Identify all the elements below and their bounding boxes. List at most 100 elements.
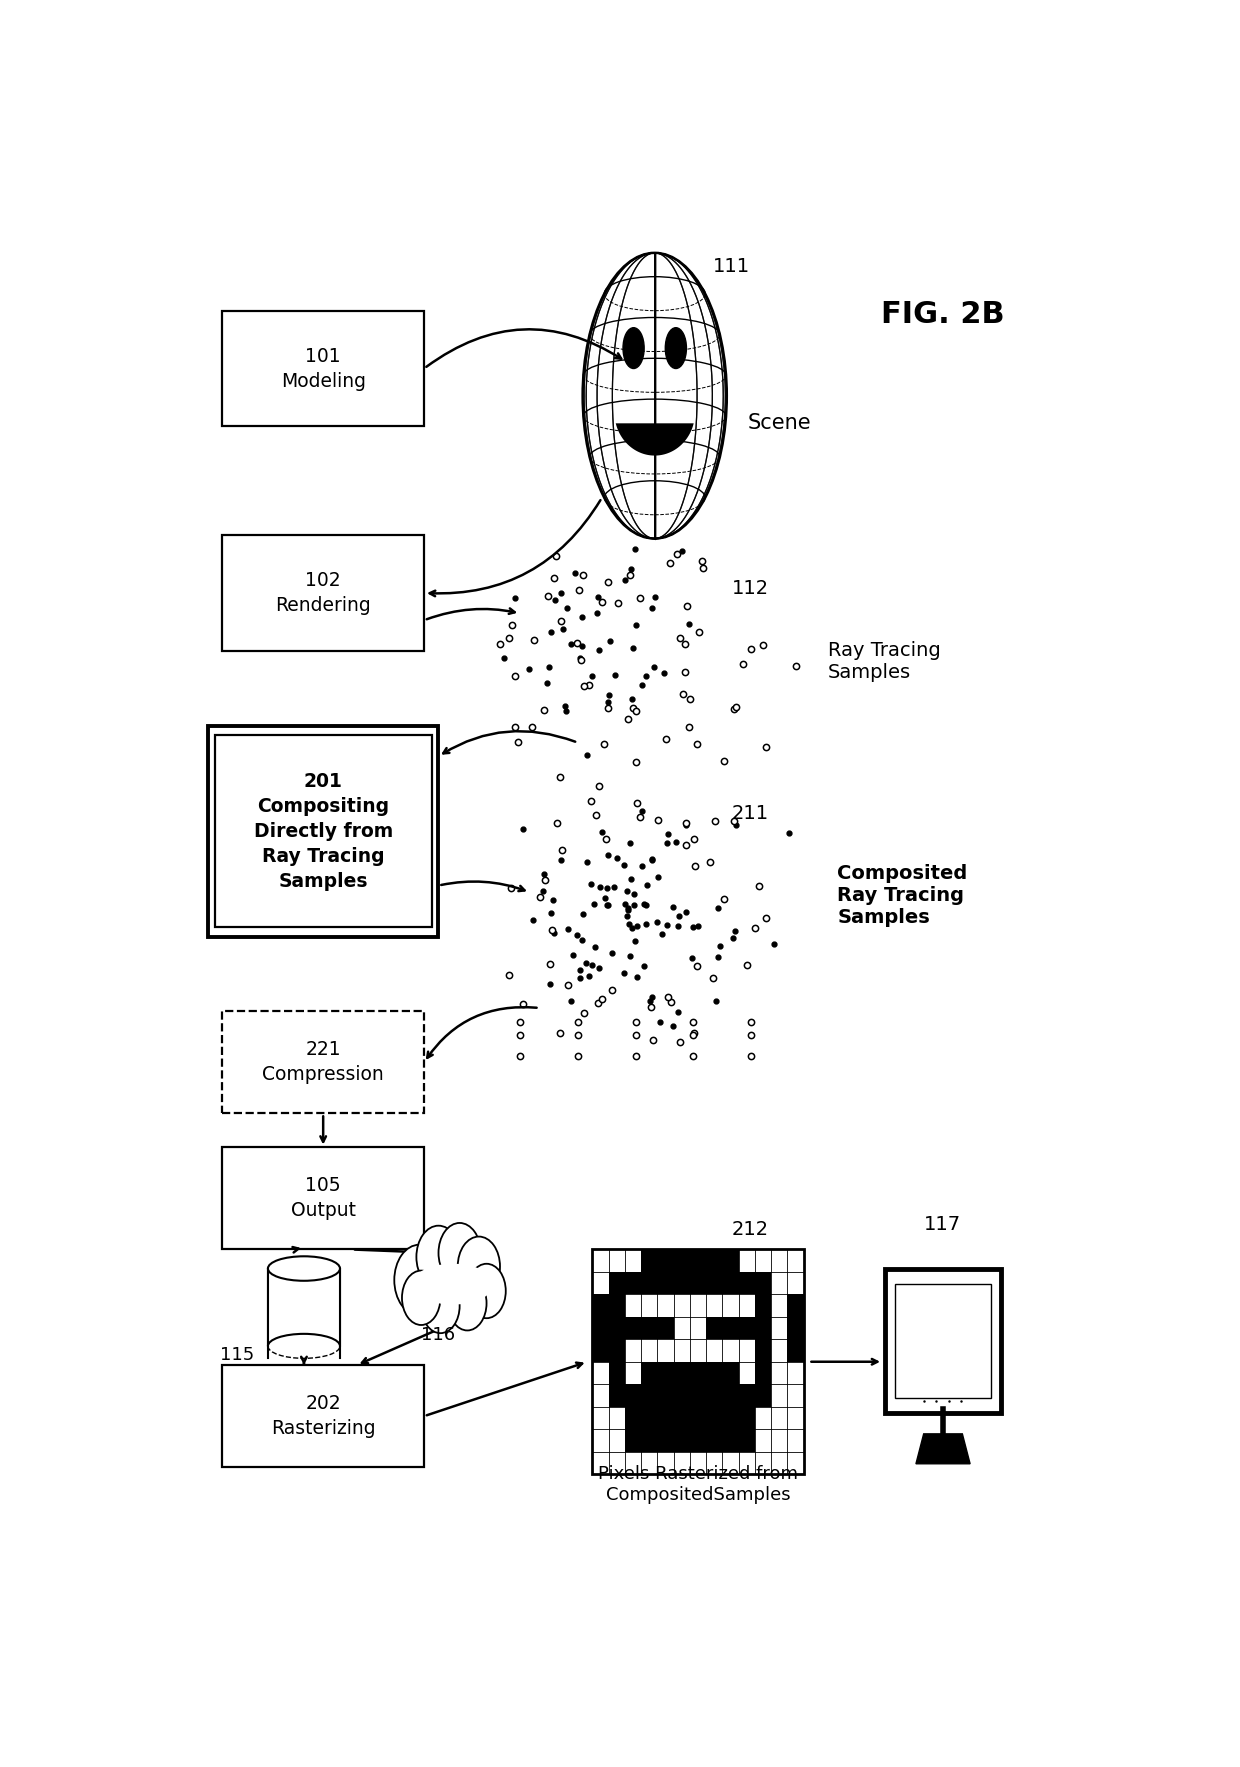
Circle shape bbox=[458, 1237, 500, 1297]
Text: Pixels Rasterized from
CompositedSamples: Pixels Rasterized from CompositedSamples bbox=[598, 1465, 799, 1504]
Text: 102
Rendering: 102 Rendering bbox=[275, 571, 371, 615]
Polygon shape bbox=[657, 1384, 673, 1407]
Polygon shape bbox=[641, 1430, 657, 1451]
Polygon shape bbox=[268, 1269, 340, 1346]
Circle shape bbox=[402, 1270, 440, 1325]
Polygon shape bbox=[706, 1272, 723, 1295]
Text: 211: 211 bbox=[732, 804, 769, 823]
Polygon shape bbox=[641, 1407, 657, 1430]
Polygon shape bbox=[723, 1430, 739, 1451]
Circle shape bbox=[417, 1226, 460, 1288]
Text: 221
Compression: 221 Compression bbox=[263, 1041, 384, 1085]
Text: 105
Output: 105 Output bbox=[290, 1177, 356, 1221]
FancyBboxPatch shape bbox=[215, 735, 432, 928]
FancyBboxPatch shape bbox=[222, 1366, 424, 1467]
Circle shape bbox=[448, 1276, 486, 1331]
Circle shape bbox=[394, 1244, 444, 1315]
Polygon shape bbox=[593, 1316, 609, 1339]
Polygon shape bbox=[916, 1433, 970, 1463]
Polygon shape bbox=[609, 1362, 625, 1384]
Polygon shape bbox=[739, 1316, 755, 1339]
Polygon shape bbox=[625, 1316, 641, 1339]
Polygon shape bbox=[609, 1295, 625, 1316]
FancyBboxPatch shape bbox=[222, 535, 424, 650]
Polygon shape bbox=[657, 1430, 673, 1451]
Polygon shape bbox=[625, 1272, 641, 1295]
Polygon shape bbox=[657, 1362, 673, 1384]
Polygon shape bbox=[706, 1316, 723, 1339]
Polygon shape bbox=[641, 1272, 657, 1295]
Ellipse shape bbox=[622, 327, 644, 369]
Text: 201
Compositing
Directly from
Ray Tracing
Samples: 201 Compositing Directly from Ray Tracin… bbox=[253, 772, 393, 891]
Polygon shape bbox=[755, 1316, 771, 1339]
Ellipse shape bbox=[583, 253, 727, 539]
Polygon shape bbox=[723, 1384, 739, 1407]
Polygon shape bbox=[625, 1384, 641, 1407]
Ellipse shape bbox=[268, 1256, 340, 1281]
Polygon shape bbox=[657, 1407, 673, 1430]
Polygon shape bbox=[739, 1407, 755, 1430]
Polygon shape bbox=[755, 1384, 771, 1407]
Polygon shape bbox=[657, 1316, 673, 1339]
Text: 112: 112 bbox=[732, 580, 769, 599]
Polygon shape bbox=[616, 424, 693, 456]
Polygon shape bbox=[689, 1249, 706, 1272]
Text: 115: 115 bbox=[219, 1346, 254, 1364]
Polygon shape bbox=[706, 1249, 723, 1272]
Polygon shape bbox=[657, 1249, 673, 1272]
Polygon shape bbox=[723, 1316, 739, 1339]
Polygon shape bbox=[593, 1339, 609, 1362]
Polygon shape bbox=[593, 1295, 609, 1316]
Circle shape bbox=[422, 1279, 460, 1332]
Polygon shape bbox=[755, 1295, 771, 1316]
Polygon shape bbox=[723, 1249, 739, 1272]
Text: 117: 117 bbox=[924, 1216, 961, 1233]
Polygon shape bbox=[609, 1339, 625, 1362]
Polygon shape bbox=[706, 1362, 723, 1384]
Polygon shape bbox=[755, 1339, 771, 1362]
FancyBboxPatch shape bbox=[895, 1285, 991, 1398]
Polygon shape bbox=[673, 1430, 689, 1451]
Text: 212: 212 bbox=[732, 1221, 769, 1239]
Polygon shape bbox=[706, 1384, 723, 1407]
Polygon shape bbox=[673, 1384, 689, 1407]
Ellipse shape bbox=[666, 327, 687, 369]
Polygon shape bbox=[723, 1272, 739, 1295]
Polygon shape bbox=[739, 1384, 755, 1407]
Text: 111: 111 bbox=[713, 256, 750, 276]
Polygon shape bbox=[641, 1384, 657, 1407]
Polygon shape bbox=[689, 1384, 706, 1407]
Polygon shape bbox=[593, 1249, 804, 1474]
Polygon shape bbox=[657, 1272, 673, 1295]
Text: 101
Modeling: 101 Modeling bbox=[280, 346, 366, 391]
Text: 116: 116 bbox=[422, 1325, 455, 1343]
Text: FIG. 2B: FIG. 2B bbox=[882, 300, 1004, 329]
Polygon shape bbox=[689, 1430, 706, 1451]
Polygon shape bbox=[641, 1316, 657, 1339]
Polygon shape bbox=[609, 1316, 625, 1339]
Text: 202
Rasterizing: 202 Rasterizing bbox=[270, 1394, 376, 1438]
Polygon shape bbox=[673, 1272, 689, 1295]
Polygon shape bbox=[609, 1384, 625, 1407]
Polygon shape bbox=[739, 1272, 755, 1295]
Polygon shape bbox=[609, 1272, 625, 1295]
Polygon shape bbox=[787, 1295, 804, 1316]
Polygon shape bbox=[673, 1407, 689, 1430]
Circle shape bbox=[439, 1223, 481, 1283]
FancyBboxPatch shape bbox=[885, 1269, 1001, 1414]
Polygon shape bbox=[723, 1407, 739, 1430]
Text: Ray Tracing
Samples: Ray Tracing Samples bbox=[828, 640, 940, 682]
Polygon shape bbox=[723, 1362, 739, 1384]
Ellipse shape bbox=[412, 1263, 494, 1304]
Circle shape bbox=[467, 1263, 506, 1318]
Polygon shape bbox=[755, 1272, 771, 1295]
Polygon shape bbox=[673, 1362, 689, 1384]
Polygon shape bbox=[755, 1362, 771, 1384]
Polygon shape bbox=[641, 1249, 657, 1272]
Polygon shape bbox=[739, 1430, 755, 1451]
Polygon shape bbox=[689, 1407, 706, 1430]
Polygon shape bbox=[625, 1407, 641, 1430]
Text: Composited
Ray Tracing
Samples: Composited Ray Tracing Samples bbox=[837, 864, 967, 926]
Polygon shape bbox=[787, 1339, 804, 1362]
FancyBboxPatch shape bbox=[222, 1147, 424, 1249]
